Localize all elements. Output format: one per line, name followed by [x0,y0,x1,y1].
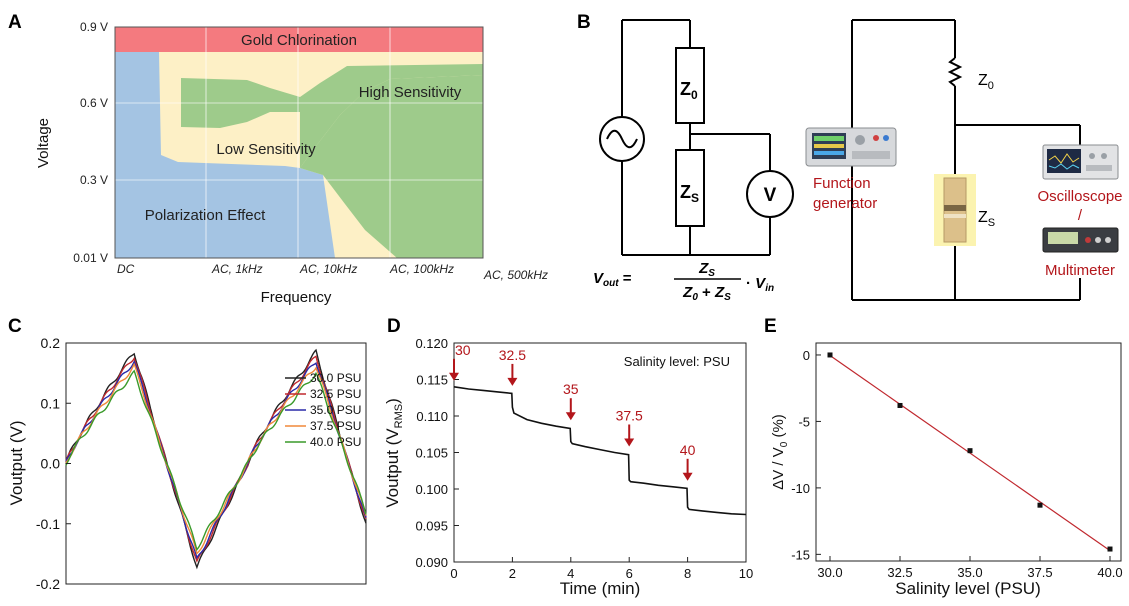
data-point [828,352,833,357]
panel-d-time-chart: 0 2 4 6 8 10 0.120 0.115 0.110 0.105 0.100 0.095 0.0… [383,336,753,598]
panel-label-e: E [764,316,777,337]
panel-e-scatter-chart: 30.0 32.5 35.0 37.5 40.0 0 -5 -10 -15 Salinity l… [770,343,1123,598]
x-tick-label: DC [117,262,135,276]
y-tick-label: 0.110 [416,409,448,424]
y-axis-title: Voltage [35,118,52,168]
x-tick-label: 35.0 [957,565,982,580]
x-tick-label: AC, 100kHz [389,262,454,276]
equation-lhs: Vout = [593,270,632,289]
resistor-zigzag [950,58,960,86]
zs-label: ZS [680,182,699,205]
annotation-label: 30 [455,342,471,358]
arrow-head [566,412,576,420]
x-tick-label: AC, 500kHz [483,268,548,282]
y-tick-label: -5 [798,414,810,429]
y-tick-label: 0.6 V [80,96,108,110]
zs-label-right: ZS [978,209,995,229]
panel-b-labels: Z0 ZS V Vout = ZS Z0 + ZS · Vin Z0 ZS Fu… [593,72,1123,303]
panel-label-c: C [8,316,22,337]
data-point [1108,547,1113,552]
arrow-head [683,473,693,481]
sine-wave-icon [607,131,637,148]
z0-label: Z0 [680,79,698,102]
data-point [1038,503,1043,508]
region-label-polarization-effect: Polarization Effect [145,207,266,224]
y-axis-title: ΔV / V0 (%) [770,414,790,490]
x-tick-label: 2 [509,566,516,581]
legend-entry: 37.5 PSU [310,419,361,433]
arrow-head [624,439,634,447]
panel-label-d: D [387,316,401,337]
y-tick-label: -10 [791,481,810,496]
oscilloscope-device-icon [1043,145,1118,179]
slash-label: / [1078,207,1083,224]
annotation-label: 37.5 [616,408,643,424]
plot-frame [454,343,746,562]
x-axis-title: Frequency [261,289,332,306]
y-tick-label: 0.095 [415,519,448,534]
region-label-gold-chlorination: Gold Chlorination [241,32,357,49]
annotation-label: 40 [680,442,696,458]
equation-denominator: Z0 + ZS [682,284,731,303]
multimeter-label: Multimeter [1045,262,1115,279]
equation-numerator: ZS [698,260,715,279]
y-tick-label: 0.3 V [80,173,108,187]
panel-label-b: B [577,12,591,33]
data-point [898,403,903,408]
legend-entry: 40.0 PSU [310,435,361,449]
annotation-label: 35 [563,381,579,397]
y-tick-label: 0.01 V [73,251,108,265]
y-tick-label: 0.105 [415,446,448,461]
x-tick-label: 37.5 [1027,565,1052,580]
y-tick-label: 0.115 [416,373,448,388]
legend-entry: 30.0 PSU [310,371,361,385]
y-tick-label: 0.100 [415,482,448,497]
equation-vin: · Vin [746,275,774,294]
function-generator-label-line1: Function [813,175,871,192]
legend-note: Salinity level: PSU [624,354,730,369]
series-line [454,387,746,515]
panel-c-waveform-chart: 0.2 0.1 0.0 -0.1 -0.2 Voutput (V) 30.0 PSU 32… [7,335,366,592]
function-generator-device-icon [806,128,896,166]
y-tick-label: -15 [791,547,810,562]
x-tick-label: AC, 1kHz [211,262,263,276]
x-tick-label: 32.5 [887,565,912,580]
y-tick-label: 0.120 [415,336,448,351]
y-tick-label: -0.1 [36,516,60,532]
x-tick-label: 40.0 [1097,565,1122,580]
arrow-head [507,378,517,386]
sensor-electrode-icon [934,174,976,246]
y-tick-label: 0.1 [41,395,61,411]
x-axis-title: Time (min) [560,579,641,598]
multimeter-device-icon [1043,228,1118,252]
oscilloscope-label: Oscilloscope [1037,188,1122,205]
y-tick-label: 0.0 [41,456,61,472]
panel-a-region-map: Gold Chlorination High Sensitivity Low S… [35,20,548,306]
panel-label-a: A [8,12,22,33]
y-axis-title: Voutput (V) [7,420,26,505]
y-tick-label: 0.090 [415,555,448,570]
region-label-high-sensitivity: High Sensitivity [359,84,462,101]
legend-entry: 35.0 PSU [310,403,361,417]
x-tick-label: 10 [739,566,753,581]
y-axis-title: Voutput (VRMS) [383,398,405,508]
x-axis-title: Salinity level (PSU) [895,579,1041,598]
region-label-low-sensitivity: Low Sensitivity [216,141,316,158]
x-tick-label: 0 [450,566,457,581]
y-tick-label: 0 [803,348,810,363]
z0-label-right: Z0 [978,72,994,92]
y-tick-label: -0.2 [36,576,60,592]
x-tick-label: AC, 10kHz [299,262,357,276]
annotation-label: 32.5 [499,347,526,363]
x-tick-label: 8 [684,566,691,581]
legend-entry: 32.5 PSU [310,387,361,401]
y-tick-label: 0.2 [41,335,61,351]
y-tick-label: 0.9 V [80,20,108,34]
voltmeter-label: V [764,185,777,206]
function-generator-label-line2: generator [813,195,877,212]
data-point [968,448,973,453]
x-tick-label: 30.0 [817,565,842,580]
